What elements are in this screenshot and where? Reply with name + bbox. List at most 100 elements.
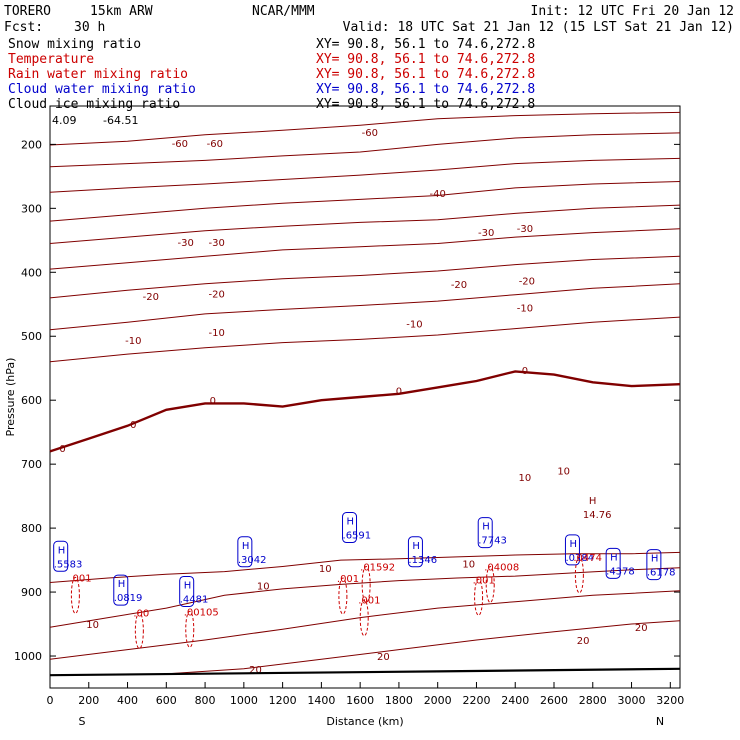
- legend-entry: Cloud water mixing ratio: [8, 82, 196, 97]
- x-tick-label: 400: [117, 694, 138, 707]
- corner-value-max: -64.51: [103, 114, 138, 127]
- isotherm-label: -20: [451, 280, 467, 291]
- isotherm-label: -30: [478, 228, 494, 239]
- isotherm-line: [49, 111, 681, 146]
- x-tick-label: 1400: [307, 694, 335, 707]
- rain-water-contour: [338, 577, 348, 615]
- rain-water-value: .001: [69, 573, 91, 584]
- x-tick-label: 800: [195, 694, 216, 707]
- isotherm-label: 0: [396, 387, 402, 398]
- x-tick-label: 2400: [501, 694, 529, 707]
- isotherm-line: [166, 620, 681, 675]
- rain-water-contour: [485, 565, 495, 603]
- isotherm-line: [49, 316, 681, 363]
- temperature-labels: -60 -60 -60 -40 -30 -30 -30 -30 -20 -20 -20 -20 -10 -…: [59, 128, 647, 676]
- legend-coords: XY= 90.8, 56.1 to 74.6,272.8: [316, 37, 535, 52]
- x-tick-label: 1600: [346, 694, 374, 707]
- isotherm-label: -30: [178, 238, 194, 249]
- isotherm-label: -60: [362, 128, 378, 139]
- valid-time: Valid: 18 UTC Sat 21 Jan 12 (15 LST Sat …: [343, 20, 734, 35]
- cloud-water-max-marker: H: [184, 580, 192, 591]
- cloud-water-contours: H .5583 H .0819 H .4481 H .3042 H .6591 H .1346 H .77…: [53, 512, 676, 607]
- x-tick-label: 1000: [230, 694, 258, 707]
- cloud-water-max-value: .4481: [180, 594, 209, 605]
- cloud-water-max-marker: H: [347, 517, 355, 528]
- rain-water-value: .01592: [360, 562, 395, 573]
- x-axis-end-north: N: [656, 715, 664, 728]
- isotherm-line: [49, 551, 681, 583]
- rain-water-contour: [474, 578, 484, 616]
- rain-water-contour: [361, 565, 371, 603]
- x-tick-label: 3000: [618, 694, 646, 707]
- x-axis-label: Distance (km): [326, 715, 403, 728]
- legend-coords: XY= 90.8, 56.1 to 74.6,272.8: [316, 52, 535, 67]
- cloud-water-max-value: .3042: [238, 555, 267, 566]
- cloud-water-contour: [564, 534, 580, 566]
- grid-resolution: 15km ARW: [90, 4, 153, 19]
- isotherm-label: 20: [577, 636, 590, 647]
- isotherm-label: 10: [557, 467, 570, 478]
- agency-name: NCAR/MMM: [252, 4, 315, 19]
- x-tick-label: 2800: [579, 694, 607, 707]
- y-tick-label: 800: [21, 522, 42, 535]
- cloud-water-max-marker: H: [242, 541, 250, 552]
- isotherm-line: [49, 204, 681, 244]
- isotherm-line: [49, 255, 681, 299]
- isotherm-line: [49, 157, 681, 193]
- isotherm-line: [49, 228, 681, 270]
- y-tick-label: 600: [21, 394, 42, 407]
- model-name: TORERO: [4, 4, 51, 19]
- legend-coords: XY= 90.8, 56.1 to 74.6,272.8: [316, 82, 535, 97]
- isotherm-label: -10: [209, 328, 225, 339]
- x-tick-label: 2600: [540, 694, 568, 707]
- x-tick-label: 1800: [385, 694, 413, 707]
- cloud-water-max-marker: H: [610, 552, 618, 563]
- x-tick-label: 0: [47, 694, 54, 707]
- cloud-water-contour: [646, 549, 662, 581]
- cloud-water-max-value: .5583: [54, 559, 83, 570]
- rain-water-value: .001: [358, 596, 380, 607]
- isotherm-label: 10: [257, 582, 270, 593]
- temperature-isotherms: [49, 111, 681, 675]
- isotherm-label: 0: [522, 366, 528, 377]
- isotherm-label: 20: [377, 652, 390, 663]
- isotherm-label: 20: [635, 623, 648, 634]
- isotherm-label: -60: [207, 139, 223, 150]
- cloud-water-max-value: .4378: [606, 566, 635, 577]
- rain-water-value: .0474: [573, 553, 602, 564]
- init-time: Init: 12 UTC Fri 20 Jan 12: [531, 4, 735, 19]
- isotherm-line: [49, 370, 681, 453]
- isotherm-label: -20: [519, 277, 535, 288]
- isotherm-label: -40: [430, 189, 446, 200]
- legend-entry: Cloud ice mixing ratio: [8, 97, 180, 112]
- isotherm-line: [49, 283, 681, 331]
- isotherm-label: -10: [125, 336, 141, 347]
- cloud-water-max-value: .7743: [478, 536, 507, 547]
- isotherm-label: 10: [86, 620, 99, 631]
- isotherm-label: 0: [130, 420, 136, 431]
- rain-water-contours: .001.00.00105.01592.001.001.04008.001.04…: [69, 496, 612, 650]
- cloud-water-contour: [113, 574, 129, 606]
- isotherm-label: 0: [59, 444, 65, 455]
- cloud-water-max-value: .6178: [647, 568, 676, 579]
- isotherm-label: -10: [406, 319, 422, 330]
- isotherm-label: -30: [517, 224, 533, 235]
- legend-entry: Temperature: [8, 52, 94, 67]
- corner-value-min: 4.09: [52, 114, 77, 127]
- forecast-value: 30 h: [74, 20, 105, 35]
- isotherm-label: -20: [143, 292, 159, 303]
- legend-coords: XY= 90.8, 56.1 to 74.6,272.8: [316, 97, 535, 112]
- isotherm-line: [49, 132, 681, 168]
- temperature-max-value: 14.76: [583, 510, 612, 521]
- x-tick-label: 2000: [424, 694, 452, 707]
- isotherm-label: 10: [462, 559, 475, 570]
- isotherm-label: 10: [319, 564, 332, 575]
- isotherm-label: 10: [519, 473, 532, 484]
- cloud-water-contour: [237, 536, 253, 568]
- legend-entry: Rain water mixing ratio: [8, 67, 188, 82]
- rain-water-contour: [134, 612, 144, 650]
- cloud-water-max-value: .1346: [408, 555, 437, 566]
- cloud-water-contour: [605, 547, 621, 579]
- isotherm-label: -30: [209, 238, 225, 249]
